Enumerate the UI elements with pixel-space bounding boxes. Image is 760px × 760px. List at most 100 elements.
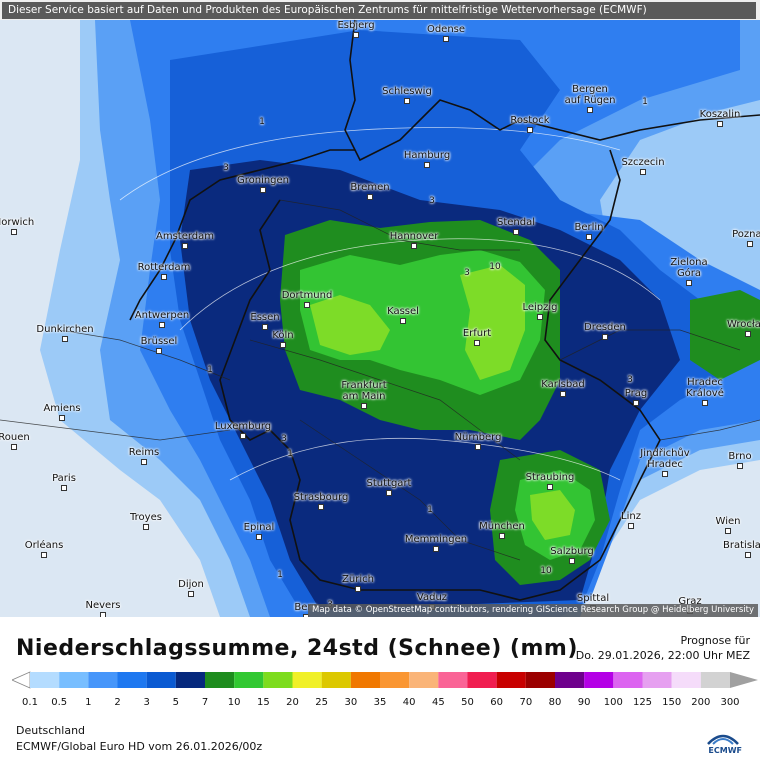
contour-value-label: 10 [540, 566, 552, 576]
legend-tick-label: 10 [227, 697, 241, 708]
legend-tick-label: 90 [577, 697, 591, 708]
city-label: Köln [272, 330, 294, 341]
legend-tick-label: 200 [691, 697, 711, 708]
city-marker [11, 229, 17, 235]
city-marker [61, 485, 67, 491]
contour-value-label: 3 [429, 196, 435, 206]
city-label: Rotterdam [137, 262, 191, 273]
city-marker [404, 98, 410, 104]
city-marker [400, 318, 406, 324]
ecmwf-logo-text: ECMWF [708, 746, 742, 755]
legend-tick-label: 300 [720, 697, 740, 708]
legend-swatch [292, 672, 322, 688]
legend-tick-label: 7 [201, 697, 209, 708]
city-label: Berlin [574, 222, 604, 233]
legend-tick-label: 70 [519, 697, 533, 708]
city-marker [262, 324, 268, 330]
city-label: Amsterdam [155, 231, 215, 242]
legend-tick-label: 50 [461, 697, 474, 708]
city-label: Groningen [236, 175, 290, 186]
city-label: Odense [426, 24, 466, 35]
prognose-label: Prognose für [680, 634, 751, 647]
city-marker [353, 32, 359, 38]
city-label: Kassel [387, 306, 419, 317]
city-label: Nürnberg [454, 432, 502, 443]
legend-tick-label: 15 [256, 697, 270, 708]
city-label: Hradec Králové [686, 377, 724, 399]
city-label: Norwich [0, 217, 35, 228]
legend-swatch [59, 672, 89, 688]
contour-value-label: 1 [277, 570, 283, 580]
legend-swatch [525, 672, 555, 688]
legend-tick-label: 45 [431, 697, 445, 708]
city-marker [411, 243, 417, 249]
city-marker [62, 336, 68, 342]
region-label: Deutschland [16, 724, 86, 737]
legend-max-arrow [730, 672, 758, 688]
legend-tick-label: 100 [603, 697, 623, 708]
legend-tick-label: 80 [548, 697, 562, 708]
legend-swatch [234, 672, 264, 688]
legend-tick-label: 40 [402, 697, 416, 708]
city-marker [537, 314, 543, 320]
legend-swatch [584, 672, 614, 688]
city-label: München [479, 521, 525, 532]
legend-swatch [88, 672, 118, 688]
city-marker [361, 403, 367, 409]
city-label: Dresden [584, 322, 626, 333]
city-marker [424, 162, 430, 168]
city-label: Frankfurt am Main [341, 380, 387, 402]
city-marker [560, 391, 566, 397]
city-marker [586, 234, 592, 240]
contour-value-label: 1 [207, 365, 213, 375]
contour-value-label: 3 [464, 268, 470, 278]
city-label: Bern [294, 602, 318, 613]
city-marker [260, 187, 266, 193]
city-label: Brüssel [140, 336, 178, 347]
legend-tick-label: 30 [344, 697, 358, 708]
city-label: Leipzig [522, 302, 558, 313]
city-label: Epinal [243, 522, 275, 533]
legend-swatch [350, 672, 380, 688]
city-label: Jindřichův Hradec [640, 448, 690, 470]
city-marker [527, 127, 533, 133]
precipitation-map: Dieser Service basiert auf Daten und Pro… [0, 0, 760, 617]
city-marker [386, 490, 392, 496]
legend-swatch [642, 672, 672, 688]
city-label: Memmingen [404, 534, 468, 545]
city-label: Graz [678, 596, 702, 607]
legend-tick-label: 1 [85, 697, 92, 708]
legend-swatch [496, 672, 526, 688]
legend-swatch [555, 672, 585, 688]
city-marker [182, 243, 188, 249]
city-label: Salzburg [550, 546, 594, 557]
city-label: Zürich [342, 574, 374, 585]
city-marker [628, 523, 634, 529]
city-marker [188, 591, 194, 597]
city-marker [100, 612, 106, 617]
city-label: Reims [128, 447, 160, 458]
legend-swatch [263, 672, 293, 688]
city-marker [355, 586, 361, 592]
contour-value-label: 1 [287, 449, 293, 459]
city-label: Dijon [178, 579, 204, 590]
city-label: Bergen auf Rügen [564, 84, 616, 106]
legend-swatch [671, 672, 701, 688]
legend-swatch [30, 672, 60, 688]
legend-tick-label: 3 [143, 697, 150, 708]
city-marker [747, 241, 753, 247]
city-label: Troyes [130, 512, 162, 523]
legend-swatch [438, 672, 468, 688]
city-label: Dortmund [281, 290, 333, 301]
city-marker [304, 302, 310, 308]
city-marker [686, 280, 692, 286]
city-marker [41, 552, 47, 558]
city-label: Brno [728, 451, 752, 462]
city-label: Straubing [525, 472, 575, 483]
city-label: Spittal [576, 593, 610, 604]
city-label: Stuttgart [366, 478, 412, 489]
city-marker [156, 348, 162, 354]
city-marker [725, 528, 731, 534]
city-marker [662, 471, 668, 477]
legend-tick-label: 0.5 [51, 697, 68, 708]
